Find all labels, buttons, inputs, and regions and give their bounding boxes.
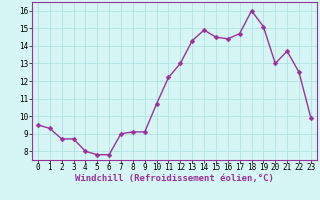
X-axis label: Windchill (Refroidissement éolien,°C): Windchill (Refroidissement éolien,°C) <box>75 174 274 183</box>
